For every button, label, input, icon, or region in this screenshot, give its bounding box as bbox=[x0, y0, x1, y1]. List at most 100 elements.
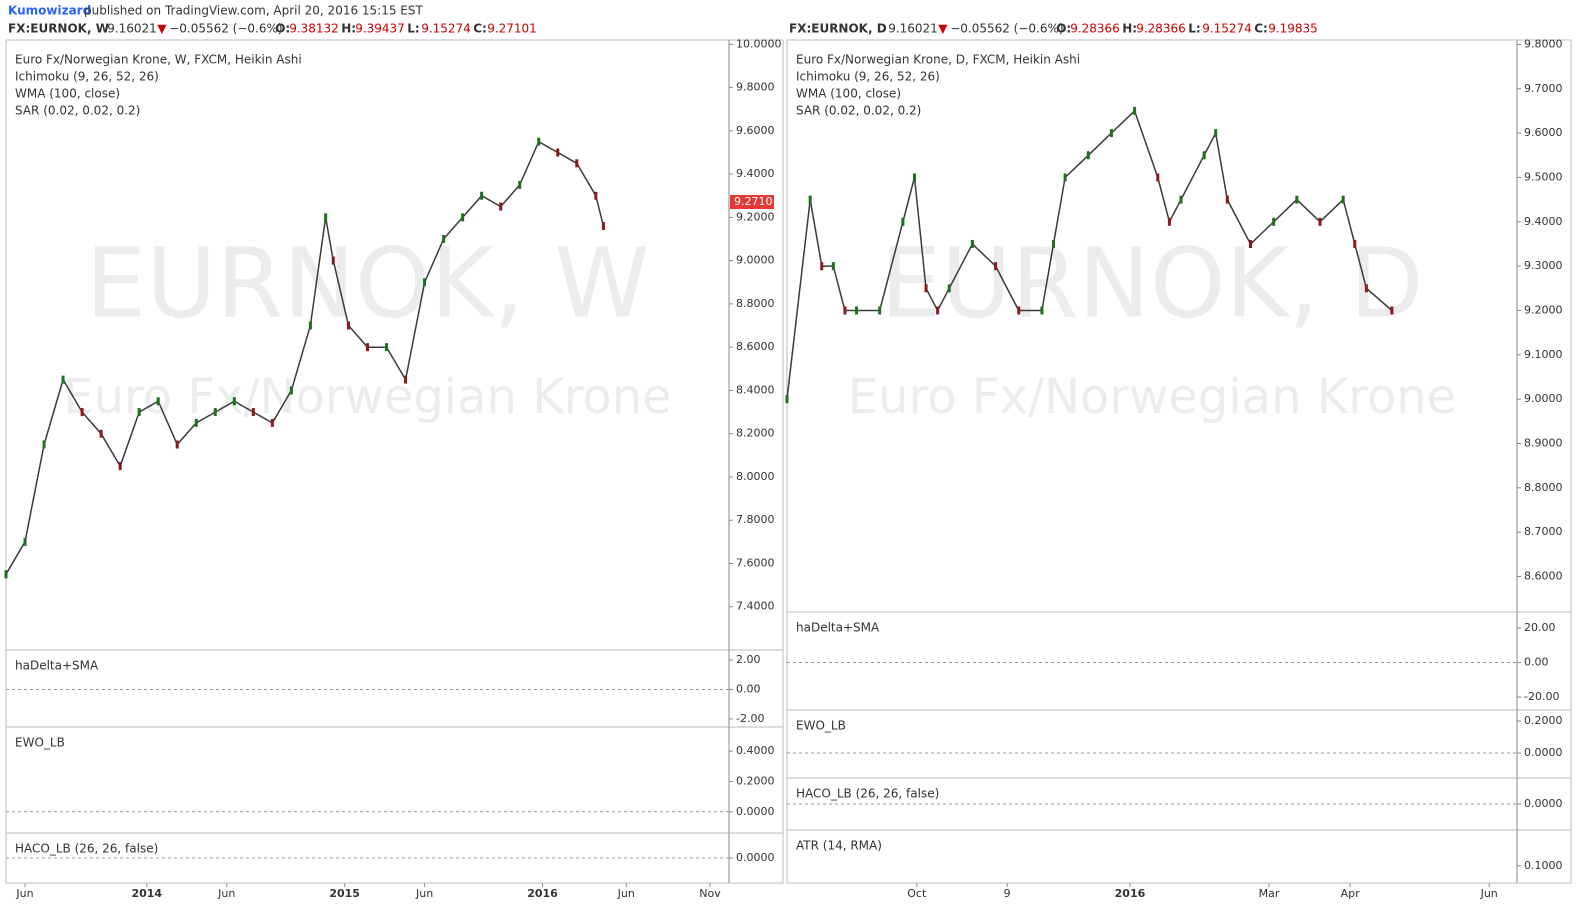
candle bbox=[1225, 195, 1229, 204]
candle bbox=[480, 191, 484, 200]
author[interactable]: Kumowizard bbox=[8, 4, 91, 18]
ohlc-value: 9.19835 bbox=[1268, 22, 1318, 36]
candle bbox=[1353, 239, 1357, 248]
candle bbox=[324, 213, 328, 222]
candle bbox=[1017, 306, 1021, 315]
candle bbox=[1202, 151, 1206, 160]
legend-entry: WMA (100, close) bbox=[15, 87, 120, 101]
y-tick-label: 0.2000 bbox=[1524, 714, 1563, 727]
candle bbox=[194, 418, 198, 427]
candle bbox=[1390, 306, 1394, 315]
x-tick-label: 9 bbox=[1004, 887, 1011, 900]
pane-title: HACO_LB (26, 26, false) bbox=[15, 842, 158, 856]
y-tick-label: 8.6000 bbox=[736, 340, 775, 353]
x-tick-label: Nov bbox=[699, 887, 721, 900]
y-tick-label: 9.0000 bbox=[736, 254, 775, 267]
x-tick-label: 2015 bbox=[329, 887, 360, 900]
price: 9.16021 bbox=[888, 22, 938, 36]
y-tick-label: 9.1000 bbox=[1524, 348, 1563, 361]
candle bbox=[994, 262, 998, 271]
x-tick-label: Oct bbox=[907, 887, 927, 900]
candle bbox=[442, 235, 446, 244]
pane bbox=[5, 39, 784, 651]
ohlc-key: L: bbox=[407, 22, 419, 36]
y-tick-label: 7.6000 bbox=[736, 556, 775, 569]
y-tick-label: 9.4000 bbox=[1524, 215, 1563, 228]
candle bbox=[270, 418, 274, 427]
x-tick-label: 2014 bbox=[131, 887, 162, 900]
candle bbox=[575, 159, 579, 168]
pane-title: ATR (14, RMA) bbox=[796, 839, 882, 853]
pane-title: Euro Fx/Norwegian Krone, W, FXCM, Heikin… bbox=[15, 53, 302, 67]
candle bbox=[251, 408, 255, 417]
pane-title: Euro Fx/Norwegian Krone, D, FXCM, Heikin… bbox=[796, 53, 1080, 67]
y-tick-label: 9.7000 bbox=[1524, 82, 1563, 95]
candle bbox=[404, 375, 408, 384]
candle bbox=[947, 284, 951, 293]
ohlc-key: H: bbox=[341, 22, 356, 36]
pane bbox=[5, 649, 784, 728]
legend-entry: SAR (0.02, 0.02, 0.2) bbox=[796, 104, 921, 118]
y-tick-label: 0.2000 bbox=[736, 775, 775, 788]
y-tick-label: -2.00 bbox=[736, 712, 764, 725]
pane-title: haDelta+SMA bbox=[15, 659, 99, 673]
y-tick-label: 9.4000 bbox=[736, 167, 775, 180]
x-tick-label: Jun bbox=[617, 887, 635, 900]
y-tick-label: 0.0000 bbox=[1524, 797, 1563, 810]
pane-title: haDelta+SMA bbox=[796, 621, 880, 635]
candle bbox=[924, 284, 928, 293]
change-arrow: ▼ bbox=[938, 22, 948, 36]
x-tick-label: Apr bbox=[1341, 887, 1361, 900]
ohlc-value: 9.28366 bbox=[1070, 22, 1120, 36]
y-tick-label: 8.7000 bbox=[1524, 525, 1563, 538]
y-tick-label: 8.8000 bbox=[1524, 481, 1563, 494]
ohlc-value: 9.38132 bbox=[289, 22, 339, 36]
x-tick-label: 2016 bbox=[1115, 887, 1146, 900]
candle bbox=[175, 440, 179, 449]
ohlc-value: 9.28366 bbox=[1136, 22, 1186, 36]
candle bbox=[1295, 195, 1299, 204]
candle bbox=[1040, 306, 1044, 315]
y-tick-label: 9.2000 bbox=[1524, 303, 1563, 316]
candle bbox=[1179, 195, 1183, 204]
y-tick-label: 8.8000 bbox=[736, 297, 775, 310]
candle bbox=[1318, 217, 1322, 226]
candle bbox=[820, 262, 824, 271]
candle bbox=[232, 397, 236, 406]
candle bbox=[331, 256, 335, 265]
legend-entry: Ichimoku (9, 26, 52, 26) bbox=[796, 70, 940, 84]
candle bbox=[831, 262, 835, 271]
ohlc-key: C: bbox=[1254, 22, 1268, 36]
y-tick-label: 8.6000 bbox=[1524, 570, 1563, 583]
y-tick-label: 9.6000 bbox=[1524, 126, 1563, 139]
candle bbox=[1272, 217, 1276, 226]
candle bbox=[556, 148, 560, 157]
y-tick-label: 7.8000 bbox=[736, 513, 775, 526]
candle bbox=[308, 321, 312, 330]
y-tick-label: 9.8000 bbox=[736, 81, 775, 94]
ohlc-value: 9.27101 bbox=[487, 22, 537, 36]
legend-entry: SAR (0.02, 0.02, 0.2) bbox=[15, 104, 140, 118]
pane-title: HACO_LB (26, 26, false) bbox=[796, 787, 939, 801]
y-tick-label: 8.4000 bbox=[736, 383, 775, 396]
watermark: Euro Fx/Norwegian Krone bbox=[63, 369, 671, 425]
y-tick-label: 0.0000 bbox=[736, 805, 775, 818]
pane bbox=[5, 726, 784, 834]
y-tick-label: 0.4000 bbox=[736, 744, 775, 757]
watermark: EURNOK, W bbox=[86, 227, 650, 339]
candle bbox=[1156, 173, 1160, 182]
change: −0.05562 (−0.6%) bbox=[169, 22, 282, 36]
candle bbox=[4, 570, 8, 579]
y-tick-label: 9.8000 bbox=[1524, 37, 1563, 50]
x-tick-label: Jun bbox=[415, 887, 433, 900]
candle bbox=[499, 202, 503, 211]
y-tick-label: 9.6000 bbox=[736, 124, 775, 137]
candle bbox=[808, 195, 812, 204]
symbol: FX:EURNOK, D bbox=[789, 22, 887, 36]
candle bbox=[936, 306, 940, 315]
candle bbox=[461, 213, 465, 222]
change-arrow: ▼ bbox=[157, 22, 167, 36]
candle bbox=[912, 173, 916, 182]
y-tick-label: 9.3000 bbox=[1524, 259, 1563, 272]
